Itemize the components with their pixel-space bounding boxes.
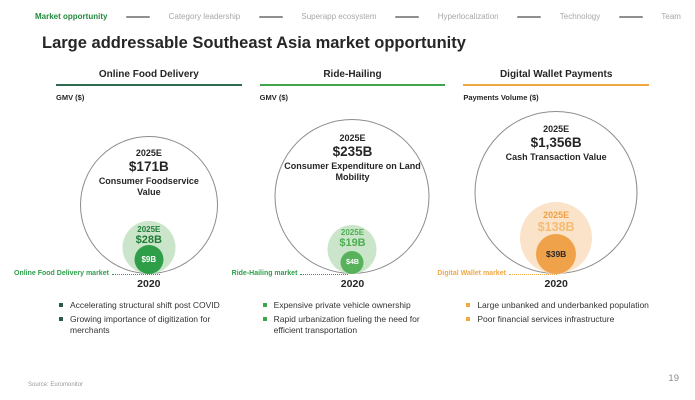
nav-separator-dash	[618, 15, 643, 18]
bubble-description: Cash Transaction Value	[505, 152, 607, 162]
section-nav: Market opportunity Category leadership S…	[0, 0, 695, 21]
market-callout: Digital Wallet market	[437, 270, 557, 277]
nav-separator-dash	[517, 15, 542, 18]
bullet-item: Growing importance of digitization for m…	[59, 314, 242, 336]
column-header: Online Food Delivery	[56, 69, 242, 86]
bullet-item: Rapid urbanization fueling the need for …	[262, 314, 446, 336]
bubble-year-label: 2025E	[137, 225, 161, 234]
nav-item-team[interactable]: Team	[661, 12, 681, 21]
small-bubble-2020: $9B	[134, 245, 164, 274]
dotted-leader-line	[508, 274, 557, 275]
bubble-description: Consumer Foodservice Value	[98, 176, 199, 198]
bubble-value: $235B	[332, 144, 373, 159]
page-title: Large addressable Southeast Asia market …	[42, 34, 466, 52]
dotted-leader-line	[300, 274, 349, 275]
metric-label: Payments Volume ($)	[463, 93, 539, 102]
nav-separator-dash	[126, 15, 151, 18]
column-ride-hailing: Ride-Hailing GMV ($) 2025E $235B Consume…	[232, 69, 446, 339]
bubble-year-label: 2025E	[339, 133, 366, 143]
page-number: 19	[668, 373, 679, 384]
outer-bubble-2025: 2025E $235B Consumer Expenditure on Land…	[274, 119, 430, 274]
bullet-item: Large unbanked and underbanked populatio…	[466, 300, 649, 310]
nav-item-market-opportunity[interactable]: Market opportunity	[35, 12, 108, 21]
market-callout: Online Food Delivery market	[14, 270, 160, 277]
nav-item-technology[interactable]: Technology	[559, 12, 601, 21]
bullet-item: Accelerating structural shift post COVID	[59, 300, 242, 311]
dotted-leader-line	[111, 274, 160, 275]
bubble-value: $28B	[135, 234, 162, 246]
bubble-year-label: 2025E	[340, 228, 365, 237]
column-header: Digital Wallet Payments	[463, 69, 649, 86]
bullet-list: Expensive private vehicle ownership Rapi…	[260, 300, 446, 336]
nav-separator-dash	[258, 15, 283, 18]
nav-item-hyperlocalization[interactable]: Hyperlocalization	[437, 12, 499, 21]
column-header: Ride-Hailing	[259, 69, 446, 86]
nav-item-category-leadership[interactable]: Category leadership	[168, 12, 241, 21]
base-year-label: 2020	[340, 278, 365, 290]
small-bubble-2020: $39B	[536, 234, 577, 274]
bullet-item: Expensive private vehicle ownership	[262, 300, 446, 311]
bubble-year-label: 2025E	[543, 210, 570, 220]
nav-separator-dash	[395, 15, 420, 18]
bubble-chart: 2025E $235B Consumer Expenditure on Land…	[232, 104, 446, 290]
bubble-value: $19B	[339, 237, 366, 249]
base-year-label: 2020	[544, 278, 568, 290]
market-columns: Online Food Delivery GMV ($) 2025E $171B…	[0, 53, 695, 339]
base-year-label: 2020	[137, 278, 161, 290]
bubble-year-label: 2025E	[135, 148, 162, 158]
metric-label: GMV ($)	[259, 93, 288, 102]
bullet-list: Large unbanked and underbanked populatio…	[463, 300, 649, 325]
bubble-value: $171B	[128, 159, 169, 174]
bubble-chart: 2025E $1,356B Cash Transaction Value 202…	[437, 104, 649, 290]
column-digital-wallet-payments: Digital Wallet Payments Payments Volume …	[437, 69, 649, 339]
small-bubble-2020: $4B	[340, 251, 364, 274]
bubble-description: Consumer Expenditure on Land Mobility	[284, 161, 421, 183]
bubble-chart: 2025E $171B Consumer Foodservice Value 2…	[14, 104, 242, 290]
bubble-value: $1,356B	[530, 135, 582, 150]
bubble-year-label: 2025E	[543, 124, 570, 134]
column-online-food-delivery: Online Food Delivery GMV ($) 2025E $171B…	[14, 69, 242, 339]
market-callout: Ride-Hailing market	[232, 270, 349, 277]
market-label: Digital Wallet market	[437, 270, 506, 277]
source-note: Source: Euromonitor	[28, 382, 84, 388]
bubble-value: $138B	[537, 220, 575, 234]
market-label: Ride-Hailing market	[231, 270, 298, 277]
bullet-item: Poor financial services infrastructure	[466, 314, 649, 325]
metric-label: GMV ($)	[56, 93, 85, 102]
nav-item-superapp-ecosystem[interactable]: Superapp ecosystem	[301, 12, 377, 21]
market-label: Online Food Delivery market	[14, 270, 109, 277]
bullet-list: Accelerating structural shift post COVID…	[56, 300, 242, 336]
